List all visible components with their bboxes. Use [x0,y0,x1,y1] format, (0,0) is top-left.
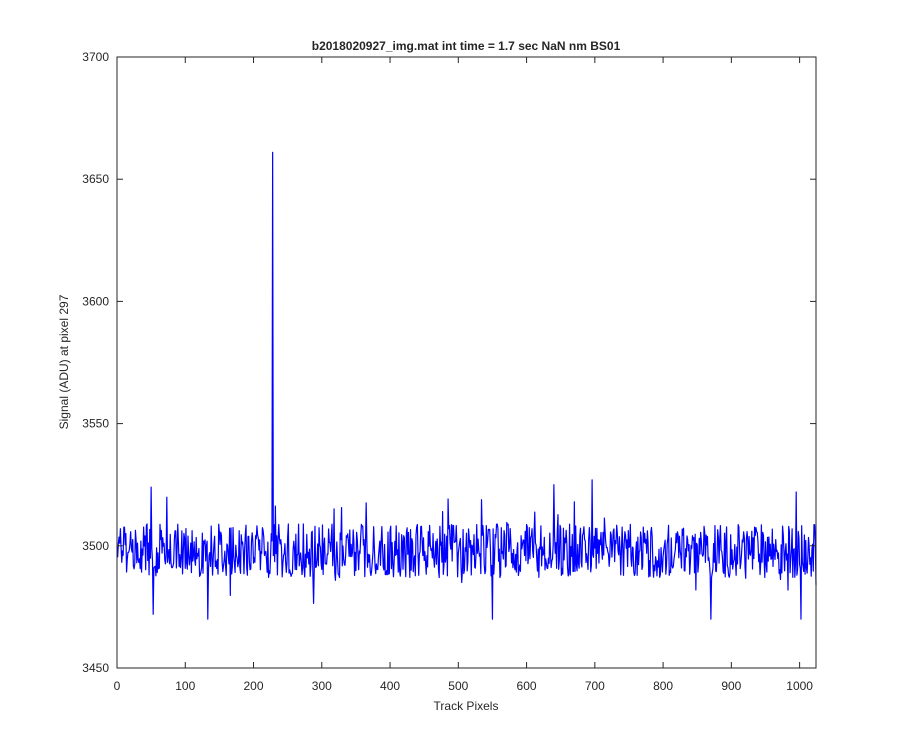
x-tick-label: 900 [721,679,741,693]
x-tick-label: 800 [653,679,673,693]
y-tick-label: 3650 [82,172,109,186]
y-tick-label: 3450 [82,661,109,675]
signal-series-line [116,151,817,620]
x-axis-label: Track Pixels [434,699,499,713]
x-tick-label: 600 [517,679,537,693]
x-tick-label: 0 [114,679,121,693]
chart-title: b2018020927_img.mat int time = 1.7 sec N… [312,39,621,53]
plot-box [116,56,817,669]
x-tick-label: 100 [175,679,195,693]
y-tick-label: 3600 [82,294,109,308]
y-tick-label: 3500 [82,539,109,553]
x-tick-label: 500 [448,679,468,693]
y-axis-label: Signal (ADU) at pixel 297 [57,294,71,429]
x-tick-label: 1000 [786,679,813,693]
ticks-layer: 0 100 200 300 400 500 600 700 800 900 1000 3450 3500… [82,50,816,693]
series-layer [116,151,817,620]
x-tick-label: 300 [312,679,332,693]
y-tick-label: 3700 [82,50,109,64]
x-tick-label: 200 [244,679,264,693]
x-tick-label: 400 [380,679,400,693]
x-tick-label: 700 [585,679,605,693]
y-tick-label: 3550 [82,417,109,431]
